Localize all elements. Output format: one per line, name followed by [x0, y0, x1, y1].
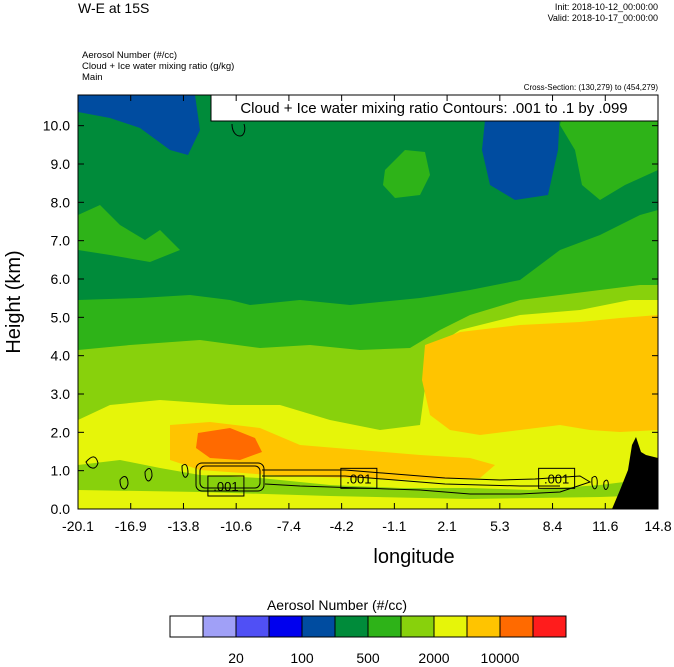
y-tick-label: 0.0 — [51, 501, 71, 517]
field-fill-orange-east — [422, 315, 658, 435]
contour-line-g — [144, 468, 153, 482]
axes: -20.1 -16.9 -13.8 -10.6 -7.4 -4.2 -1.1 2.1 5.3 8.… — [43, 95, 672, 534]
x-tick-label: -20.1 — [62, 518, 94, 534]
contour-label: .001 — [346, 471, 371, 486]
contour-annotation: Cloud + Ice water mixing ratio Contours:… — [240, 100, 627, 117]
x-axis-label: longitude — [373, 546, 454, 568]
x-tick-label: -4.2 — [330, 518, 354, 534]
field-main: Main — [82, 72, 103, 83]
field-aerosol: Aerosol Number (#/cc) — [82, 50, 178, 61]
contour-label: .001 — [544, 471, 569, 486]
y-tick-label: 7.0 — [51, 233, 71, 249]
field-fill-surface-yellow — [78, 490, 658, 509]
y-tick-label: 9.0 — [51, 156, 71, 172]
field-list: Aerosol Number (#/cc) Cloud + Ice water … — [82, 50, 234, 83]
y-tick-label: 5.0 — [51, 309, 71, 325]
contour-line-f — [119, 476, 129, 490]
y-tick-label: 2.0 — [51, 424, 71, 440]
x-tick-label: 8.4 — [543, 518, 563, 534]
x-tick-label: -10.6 — [220, 518, 252, 534]
x-tick-label: 2.1 — [437, 518, 457, 534]
colorbar-swatch — [400, 615, 435, 638]
contour-label-layer: .001 .001 .001 — [207, 467, 576, 497]
valid-time: Valid: 2018-10-17_00:00:00 — [547, 13, 658, 23]
contour-line-b — [199, 465, 261, 489]
field-fill-green-patch-1 — [383, 150, 430, 198]
x-tick-label: 14.8 — [644, 518, 671, 534]
plot-title: W-E at 15S — [78, 0, 150, 16]
y-tick-label: 10.0 — [43, 118, 70, 134]
colorbar-swatch — [499, 615, 534, 638]
time-info: Init: 2018-10-12_00:00:00 Valid: 2018-10… — [548, 2, 658, 24]
field-fill-green-patch-2 — [560, 98, 658, 200]
colorbar-label: 100 — [290, 650, 314, 666]
x-tick-label: -16.9 — [115, 518, 147, 534]
colorbar-title: Aerosol Number (#/cc) — [266, 597, 408, 613]
x-tick-label: 5.3 — [490, 518, 510, 534]
x-tick-label: 11.6 — [592, 518, 618, 534]
contour-line-j — [603, 479, 609, 490]
contour-label-box — [538, 467, 576, 489]
x-tick-label: -1.1 — [382, 518, 406, 534]
x-tick-label: -13.8 — [167, 518, 199, 534]
field-fill-blue-west — [78, 95, 200, 155]
colorbar: 20 100 500 2000 10000 — [169, 615, 567, 666]
colorbar-swatch — [532, 615, 567, 638]
contour-line-i — [591, 475, 598, 490]
contour-label-box — [207, 475, 245, 497]
colorbar-swatch — [235, 615, 270, 638]
colorbar-swatch — [466, 615, 501, 638]
contour-line-c — [262, 469, 592, 495]
colorbar-swatch — [433, 615, 468, 638]
colorbar-label: 500 — [356, 650, 380, 666]
contour-line-a — [195, 462, 265, 492]
field-cloud-ice: Cloud + Ice water mixing ratio (g/kg) — [82, 61, 235, 72]
colorbar-swatch — [268, 615, 303, 638]
field-fill-redorange-core — [196, 428, 262, 460]
y-tick-label: 4.0 — [51, 348, 71, 364]
colorbar-label: 10000 — [481, 650, 520, 666]
init-time: Init: 2018-10-12_00:00:00 — [554, 2, 658, 12]
colorbar-swatch — [367, 615, 402, 638]
y-tick-label: 6.0 — [51, 271, 71, 287]
colorbar-swatch — [169, 615, 204, 638]
cloud-contours — [85, 123, 609, 495]
y-axis-label: Height (km) — [3, 250, 25, 353]
colorbar-label: 2000 — [418, 650, 449, 666]
contour-line-h — [181, 463, 189, 478]
contour-line-e — [85, 456, 99, 469]
aerosol-field — [78, 95, 658, 509]
contour-line-d — [262, 475, 560, 487]
field-fill-green-patch-3 — [78, 205, 180, 262]
contour-label: .001 — [213, 479, 238, 494]
contour-annotation-box — [210, 94, 659, 122]
y-tick-label: 8.0 — [51, 194, 71, 210]
plot-frame — [77, 94, 659, 510]
contour-line-upper — [231, 123, 246, 137]
colorbar-swatch — [301, 615, 336, 638]
colorbar-label: 20 — [228, 650, 244, 666]
y-tick-label: 1.0 — [51, 463, 71, 479]
contour-label-box — [340, 467, 378, 489]
cross-section-label: Cross-Section: (130,279) to (454,279) — [523, 83, 658, 92]
colorbar-swatch — [334, 615, 369, 638]
colorbar-swatch — [202, 615, 237, 638]
y-tick-label: 3.0 — [51, 386, 71, 402]
x-tick-label: -7.4 — [277, 518, 301, 534]
terrain-mask — [612, 437, 658, 509]
